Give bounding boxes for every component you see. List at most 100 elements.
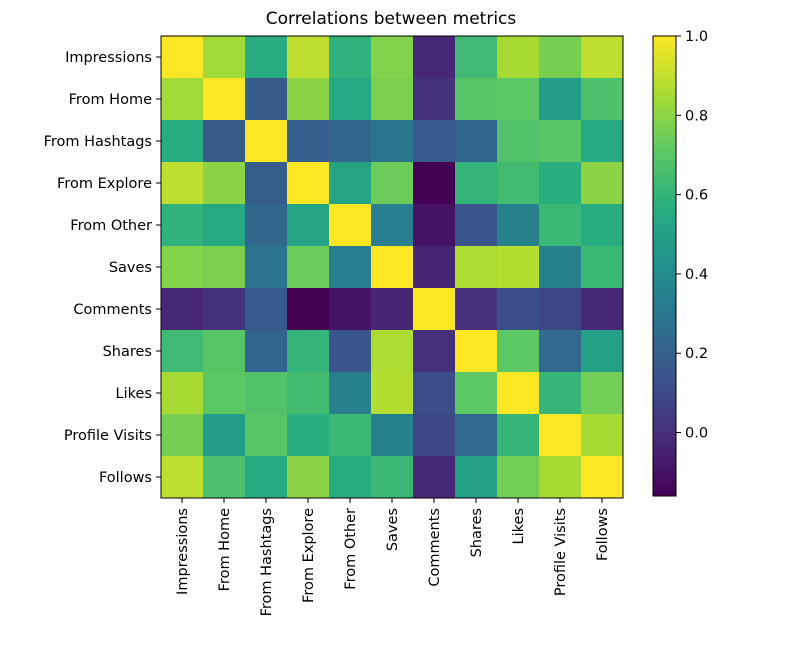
heatmap-cell	[203, 372, 246, 415]
heatmap-cell	[455, 414, 498, 457]
heatmap-cell	[413, 162, 456, 205]
heatmap-cell	[161, 372, 204, 415]
heatmap-cell	[329, 36, 372, 79]
heatmap-cell	[245, 36, 288, 79]
heatmap-cell	[329, 288, 372, 331]
colorbar: 1.0 0.8 0.6 0.4 0.2 0.0	[652, 29, 708, 497]
heatmap-cell	[539, 120, 582, 163]
heatmap-cell	[413, 78, 456, 121]
heatmap-cell	[203, 456, 246, 499]
heatmap-cell	[455, 162, 498, 205]
heatmap-cell	[287, 36, 330, 79]
heatmap-cell	[455, 288, 498, 331]
heatmap-cell	[203, 414, 246, 457]
colorbar-gradient	[652, 35, 677, 497]
heatmap-cell	[581, 36, 624, 79]
heatmap-cell	[329, 120, 372, 163]
x-tick-label: From Other	[343, 508, 359, 590]
y-tick-label: From Hashtags	[44, 134, 152, 150]
heatmap-cell	[413, 456, 456, 499]
heatmap-cell	[245, 372, 288, 415]
heatmap-cell	[287, 288, 330, 331]
heatmap-cell	[371, 288, 414, 331]
heatmap-cell	[329, 414, 372, 457]
colorbar-tick-label: 0.0	[685, 426, 708, 442]
heatmap-cell	[245, 456, 288, 499]
heatmap-cell	[497, 456, 540, 499]
heatmap-cell	[455, 78, 498, 121]
x-tick-label: From Home	[217, 508, 233, 591]
heatmap-cell	[161, 162, 204, 205]
heatmap-cell	[371, 456, 414, 499]
colorbar-tick-label: 1.0	[685, 29, 708, 45]
heatmap-cell	[371, 36, 414, 79]
heatmap-cell	[329, 204, 372, 247]
heatmap-cell	[371, 414, 414, 457]
heatmap-cell	[203, 204, 246, 247]
y-tick-label: From Explore	[57, 176, 152, 192]
heatmap-cell	[371, 330, 414, 373]
heatmap-cell	[287, 204, 330, 247]
heatmap-cell	[413, 372, 456, 415]
x-tick-label: Profile Visits	[553, 508, 569, 596]
heatmap-cell	[497, 78, 540, 121]
heatmap-cell	[497, 246, 540, 289]
heatmap-cell	[371, 78, 414, 121]
heatmap-cell	[329, 162, 372, 205]
x-tick-label: Likes	[511, 508, 527, 544]
heatmap-cell	[329, 78, 372, 121]
heatmap-cell	[497, 120, 540, 163]
heatmap-cell	[539, 414, 582, 457]
heatmap-cell	[161, 36, 204, 79]
heatmap-cell	[245, 78, 288, 121]
heatmap-cell	[581, 204, 624, 247]
heatmap-cell	[245, 246, 288, 289]
y-tick-labels: Impressions From Home From Hashtags From Ex…	[44, 50, 161, 486]
heatmap-cell	[581, 162, 624, 205]
heatmap-cell	[413, 330, 456, 373]
heatmap-cell	[455, 120, 498, 163]
chart-title: Correlations between metrics	[266, 9, 517, 29]
heatmap-cell	[497, 162, 540, 205]
heatmap-cell	[287, 414, 330, 457]
y-tick-label: Saves	[109, 260, 152, 276]
heatmap-cell	[245, 204, 288, 247]
heatmap-cell	[497, 36, 540, 79]
colorbar-tick-label: 0.8	[685, 108, 708, 124]
heatmap-cell	[497, 330, 540, 373]
colorbar-ticks: 1.0 0.8 0.6 0.4 0.2 0.0	[676, 29, 708, 442]
y-tick-label: Shares	[103, 344, 152, 360]
x-tick-label: Comments	[427, 508, 443, 587]
y-tick-label: Impressions	[65, 50, 152, 66]
heatmap-cell	[539, 288, 582, 331]
colorbar-tick-label: 0.2	[685, 346, 708, 362]
heatmap-cell	[581, 456, 624, 499]
heatmap-cell	[539, 36, 582, 79]
heatmap-cell	[413, 288, 456, 331]
heatmap-cell	[329, 456, 372, 499]
y-tick-label: Comments	[73, 302, 152, 318]
heatmap-cell	[161, 288, 204, 331]
heatmap-cell	[203, 246, 246, 289]
heatmap-cell	[455, 456, 498, 499]
y-tick-label: From Home	[69, 92, 152, 108]
heatmap-cell	[371, 246, 414, 289]
heatmap-cell	[497, 414, 540, 457]
heatmap-cell	[455, 36, 498, 79]
heatmap-cell	[539, 246, 582, 289]
colorbar-tick-label: 0.6	[685, 188, 708, 204]
y-tick-label: Likes	[116, 386, 152, 402]
heatmap-cell	[287, 78, 330, 121]
x-tick-label: Impressions	[175, 508, 191, 595]
heatmap-cell	[245, 288, 288, 331]
y-tick-label: Follows	[99, 470, 152, 486]
heatmap-cell	[203, 120, 246, 163]
x-tick-labels: Impressions From Home From Hashtags From Ex…	[175, 498, 611, 616]
heatmap-cell	[245, 414, 288, 457]
heatmap-cell	[497, 204, 540, 247]
heatmap-cell	[287, 372, 330, 415]
heatmap-cell	[161, 456, 204, 499]
heatmap-cell	[161, 414, 204, 457]
